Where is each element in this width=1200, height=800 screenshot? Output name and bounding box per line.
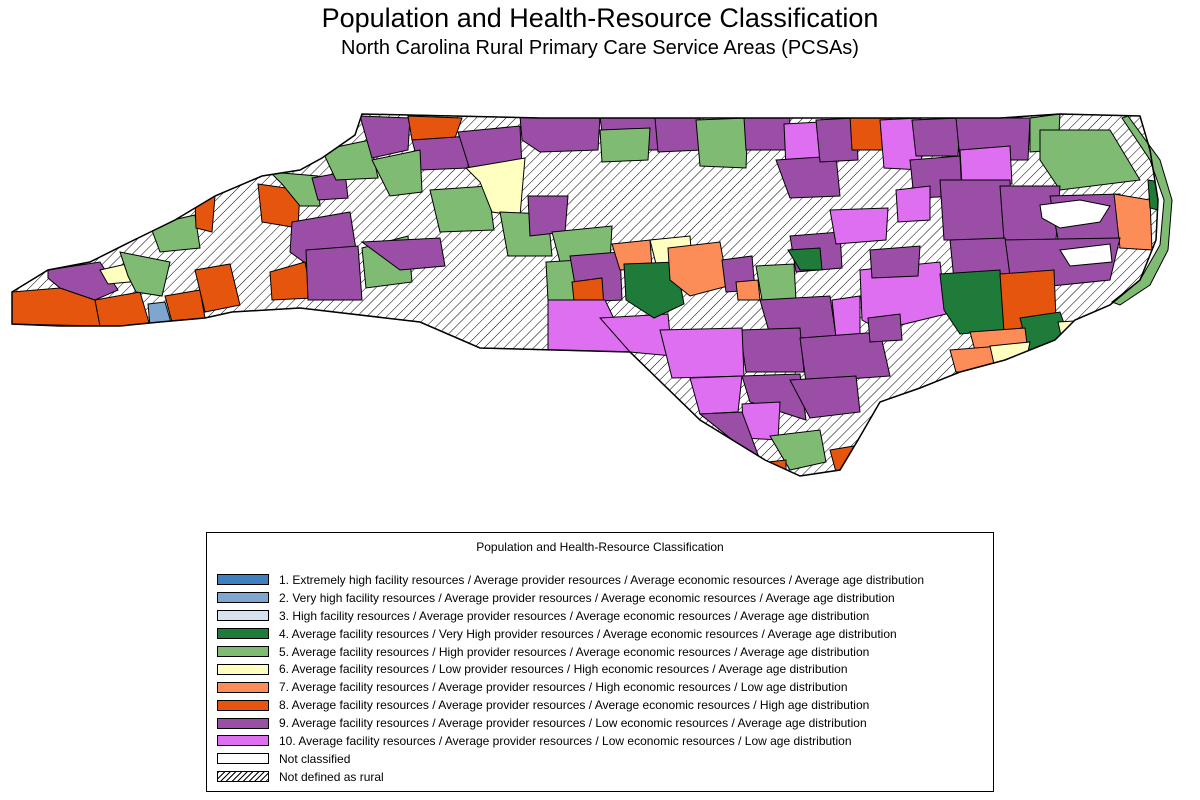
region-class10 — [829, 207, 889, 245]
legend-item: 10. Average facility resources / Average… — [217, 732, 924, 750]
region-class6 — [1057, 319, 1091, 341]
legend-label: 6. Average facility resources / Low prov… — [279, 662, 848, 677]
region-class5 — [268, 171, 321, 207]
legend-items: 1. Extremely high facility resources / A… — [217, 571, 924, 786]
legend-item: 8. Average facility resources / Average … — [217, 696, 924, 714]
legend-label: 10. Average facility resources / Average… — [279, 733, 852, 748]
region-class9 — [654, 115, 703, 153]
legend-swatch — [217, 646, 269, 657]
legend-swatch — [217, 699, 269, 711]
legend-label: 2. Very high facility resources / Averag… — [279, 590, 895, 605]
region-class9 — [360, 237, 446, 271]
region-class9 — [867, 313, 903, 343]
region-class9 — [911, 117, 961, 157]
region-class9 — [869, 245, 921, 279]
region-class9 — [743, 117, 791, 151]
legend-item: Not classified — [217, 750, 924, 768]
region-class4 — [787, 247, 823, 271]
legend-label: 1. Extremely high facility resources / A… — [279, 572, 924, 587]
region-class9 — [359, 115, 411, 159]
region-class7 — [735, 279, 761, 301]
legend-label: 5. Average facility resources / High pro… — [279, 644, 870, 659]
region-class9 — [775, 155, 841, 199]
legend-swatch — [217, 628, 269, 640]
sound-water — [1059, 243, 1113, 267]
region-class7 — [667, 241, 729, 297]
region-class7 — [1113, 193, 1153, 251]
region-class9 — [799, 331, 891, 383]
state-outline — [11, 113, 1159, 477]
region-class5 — [599, 127, 651, 163]
legend-item: 3. High facility resources / Average pro… — [217, 607, 924, 625]
region-class8 — [164, 289, 206, 323]
legend-item: 7. Average facility resources / Average … — [217, 678, 924, 696]
legend-label: 4. Average facility resources / Very Hig… — [279, 626, 897, 641]
region-class8 — [194, 263, 241, 313]
region-class9 — [789, 375, 861, 419]
region-class5 — [755, 263, 797, 301]
legend-box: Population and Health-Resource Classific… — [206, 532, 994, 792]
legend-title: Population and Health-Resource Classific… — [476, 540, 724, 554]
legend-item: 2. Very high facility resources / Averag… — [217, 589, 924, 607]
legend-label: Not defined as rural — [279, 769, 384, 784]
map-subtitle: North Carolina Rural Primary Care Servic… — [341, 37, 859, 59]
region-class9 — [741, 373, 807, 421]
legend-label: 8. Average facility resources / Average … — [279, 698, 870, 713]
legend-swatch — [217, 574, 269, 586]
region-class9 — [527, 195, 569, 237]
north-carolina-map — [0, 100, 1200, 490]
region-class4 — [623, 261, 685, 319]
legend-item: 1. Extremely high facility resources / A… — [217, 571, 924, 589]
legend-label: Not classified — [279, 751, 351, 766]
legend-item: 4. Average facility resources / Very Hig… — [217, 625, 924, 643]
region-class5 — [769, 429, 827, 471]
legend-swatch — [217, 717, 269, 729]
region-class8 — [407, 115, 463, 141]
legend-label: 3. High facility resources / Average pro… — [279, 608, 870, 623]
region-class10 — [859, 261, 947, 331]
sound-water — [1039, 199, 1111, 229]
legend-label: 9. Average facility resources / Average … — [279, 716, 867, 731]
legend-swatch — [217, 663, 269, 675]
region-class5 — [371, 149, 423, 197]
region-class9 — [519, 115, 601, 153]
legend-swatch — [217, 610, 269, 622]
legend-swatch — [217, 771, 269, 783]
legend-swatch — [217, 681, 269, 693]
region-class5 — [321, 139, 379, 181]
region-class9 — [739, 327, 805, 373]
region-class5 — [429, 185, 495, 233]
legend-item: 5. Average facility resources / High pro… — [217, 643, 924, 661]
legend-swatch — [217, 753, 269, 765]
region-class5 — [1039, 129, 1141, 191]
region-class9 — [305, 245, 363, 301]
legend-item: 9. Average facility resources / Average … — [217, 714, 924, 732]
region-class5 — [695, 117, 749, 169]
region-class5 — [119, 251, 171, 297]
region-class10 — [895, 185, 931, 223]
legend-item: Not defined as rural — [217, 768, 924, 786]
outer-banks — [1110, 115, 1173, 306]
map-title: Population and Health-Resource Classific… — [321, 3, 879, 33]
region-class10 — [659, 327, 745, 379]
legend-label: 7. Average facility resources / Average … — [279, 680, 848, 695]
legend-swatch — [217, 592, 269, 604]
legend-swatch — [217, 735, 269, 747]
legend-item: 6. Average facility resources / Low prov… — [217, 660, 924, 678]
